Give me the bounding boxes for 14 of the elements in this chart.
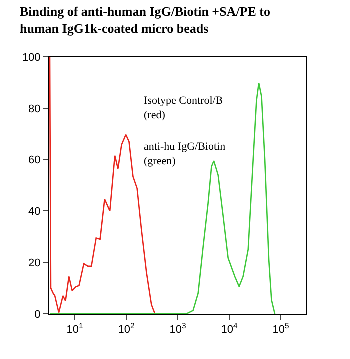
y-tick-label: 80 <box>28 103 41 116</box>
x-tick-label: 10$^{4}$ <box>221 322 239 336</box>
x-tick-label: 10$^{3}$ <box>170 322 186 336</box>
annotation: anti-hu IgG/Biotin (green) <box>144 141 226 168</box>
x-tick-label: 10$^{5}$ <box>272 322 290 336</box>
y-tick-label: 100 <box>22 52 41 64</box>
y-tick-label: 60 <box>28 154 41 167</box>
y-tick-label: 20 <box>28 257 41 270</box>
annotation: Isotype Control/B (red) <box>144 95 224 122</box>
y-tick-label: 0 <box>34 308 41 321</box>
x-tick-label: 10$^{2}$ <box>118 322 135 336</box>
y-tick-label: 40 <box>28 206 41 218</box>
chart-title: Binding of anti-human IgG/Biotin +SA/PE to human IgG1k-coated micro beads <box>20 4 270 36</box>
x-tick-label: 10$^{1}$ <box>66 322 84 336</box>
